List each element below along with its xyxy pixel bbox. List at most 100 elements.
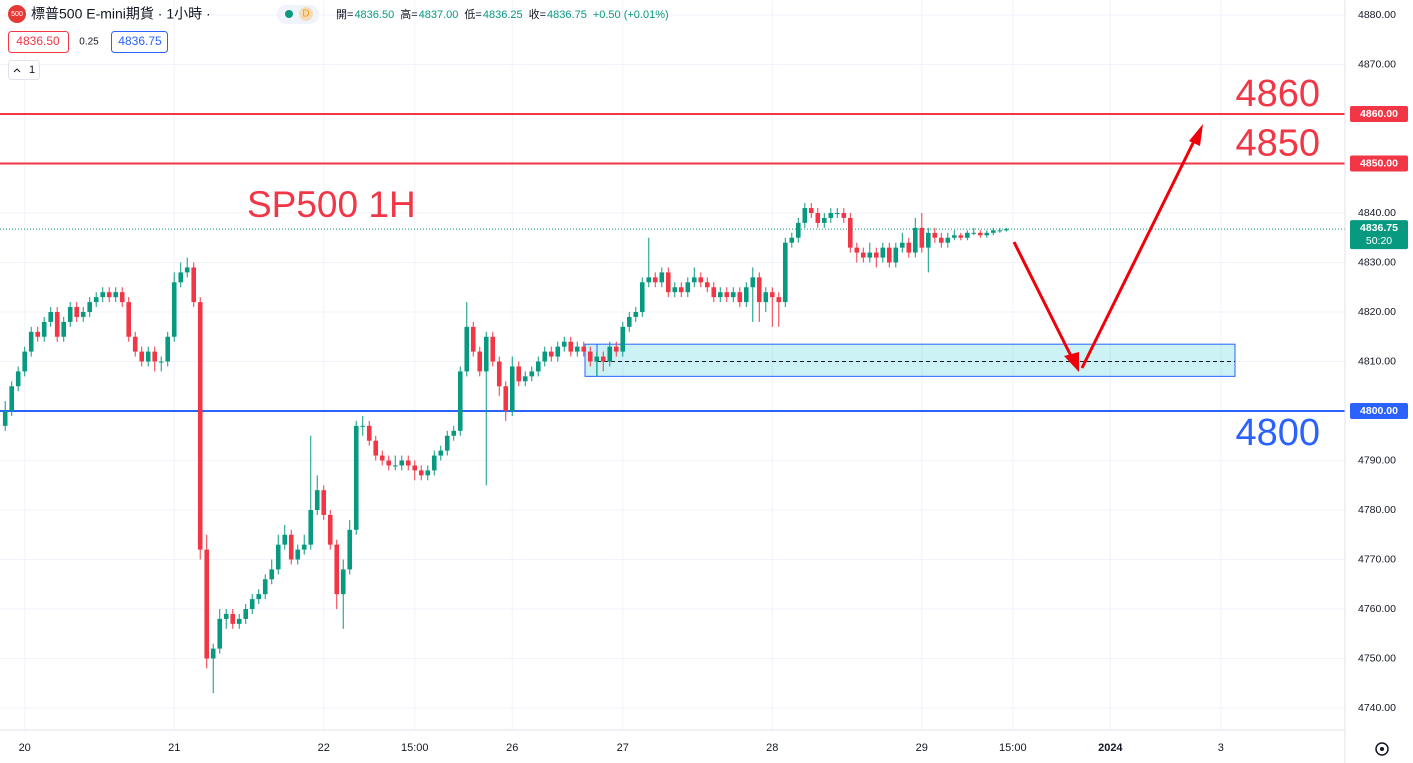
candle-body — [399, 460, 405, 466]
candle-body — [750, 277, 756, 288]
x-tick-label: 15:00 — [401, 742, 429, 754]
candle-body — [945, 237, 951, 243]
candle-body — [87, 302, 93, 312]
candle-body — [139, 351, 145, 362]
candle-body — [561, 341, 567, 347]
candle-body — [106, 292, 112, 298]
zone — [584, 343, 1236, 377]
candle-body — [61, 321, 67, 337]
symbol-icon — [8, 5, 26, 23]
candle-body — [412, 465, 418, 471]
candle-body — [626, 316, 632, 327]
candle-body — [678, 287, 684, 293]
candle-body — [451, 430, 457, 436]
candle-body — [308, 510, 314, 545]
candle-body — [633, 312, 639, 317]
badge-text: D — [302, 9, 309, 20]
candle-body — [223, 613, 229, 619]
candle-body — [574, 346, 580, 352]
candle-body — [704, 282, 710, 288]
candle-body — [48, 312, 54, 322]
candle-body — [301, 544, 307, 550]
status-pill — [277, 5, 319, 24]
candle-body — [15, 371, 21, 387]
settings-icon[interactable] — [1375, 742, 1389, 756]
candle-body — [529, 371, 535, 377]
x-tick-label: 22 — [318, 742, 330, 754]
ohlc-label: 開= — [336, 8, 353, 21]
candle-body — [594, 356, 600, 362]
candle-body — [275, 544, 281, 570]
ohlc-value: 4837.00 — [419, 9, 459, 21]
level-label-box — [1350, 106, 1408, 122]
level-label: 4800.00 — [1360, 405, 1398, 417]
current-price-box — [1350, 220, 1408, 250]
candle-body — [360, 425, 366, 427]
bid: 4836.50 — [16, 34, 60, 48]
candle-body — [789, 237, 795, 243]
candle-body — [35, 331, 41, 337]
candle-body — [347, 529, 353, 570]
candle-body — [867, 252, 873, 258]
level-label-box — [1350, 155, 1408, 172]
candle-body — [438, 450, 444, 456]
x-tick-label: 3 — [1218, 742, 1224, 754]
candle-body — [646, 277, 652, 283]
candle-body — [295, 549, 301, 560]
candle-body — [262, 579, 268, 595]
candle-body — [269, 569, 275, 580]
candle-body — [808, 208, 814, 213]
ohlc-label: 低= — [464, 8, 481, 21]
candle-body — [405, 460, 411, 466]
bid-box[interactable] — [8, 31, 69, 53]
x-tick-label: 2024 — [1098, 742, 1123, 754]
candle-body — [464, 326, 470, 372]
candle-body — [477, 351, 483, 372]
x-tick-label: 29 — [916, 742, 928, 754]
interval: 1 — [29, 64, 35, 76]
arrow-drawing — [1012, 124, 1203, 372]
candle-body — [243, 609, 249, 619]
x-tick-label: 21 — [168, 742, 180, 754]
candle-body — [782, 242, 788, 303]
candle-body — [74, 307, 80, 317]
y-tick-label: 4830.00 — [1358, 256, 1396, 268]
candle-body — [698, 277, 704, 283]
candle-body — [932, 232, 938, 238]
candle-body — [282, 534, 288, 545]
candle-body — [93, 297, 99, 303]
candle-body — [425, 470, 431, 476]
candle-body — [132, 336, 138, 352]
candle-body — [802, 208, 808, 223]
ohlc-value: 4836.25 — [483, 9, 523, 21]
settings-icon-center — [1380, 747, 1384, 751]
ohlc-label: 高= — [400, 7, 417, 21]
candle-body — [152, 351, 158, 362]
candle-body — [516, 366, 522, 382]
ask-box[interactable] — [111, 31, 168, 53]
candle-body — [620, 326, 626, 352]
x-tick-label: 15:00 — [999, 742, 1027, 754]
candle-body — [418, 470, 424, 476]
symbol-name[interactable]: 標普500 E-mini期貨 · 1小時 · — [31, 6, 211, 22]
candle-body — [22, 351, 28, 372]
candle-body — [321, 490, 327, 515]
candle-body — [691, 277, 697, 283]
x-tick-label: 20 — [19, 742, 31, 754]
candle-body — [555, 346, 561, 357]
level-label: 4850.00 — [1360, 157, 1398, 169]
candle-body — [256, 594, 262, 600]
candle-body — [685, 282, 691, 293]
candle-body — [665, 272, 671, 293]
candle-body — [483, 336, 489, 372]
spread: 0.25 — [79, 37, 99, 48]
candle-body — [67, 307, 73, 322]
y-tick-label: 4870.00 — [1358, 58, 1396, 70]
x-tick-label: 26 — [506, 742, 518, 754]
level-label-box — [1350, 403, 1408, 419]
candle-body — [204, 549, 210, 659]
candle-body — [854, 247, 860, 253]
candle-body — [145, 351, 151, 362]
interval-box[interactable] — [8, 60, 40, 80]
